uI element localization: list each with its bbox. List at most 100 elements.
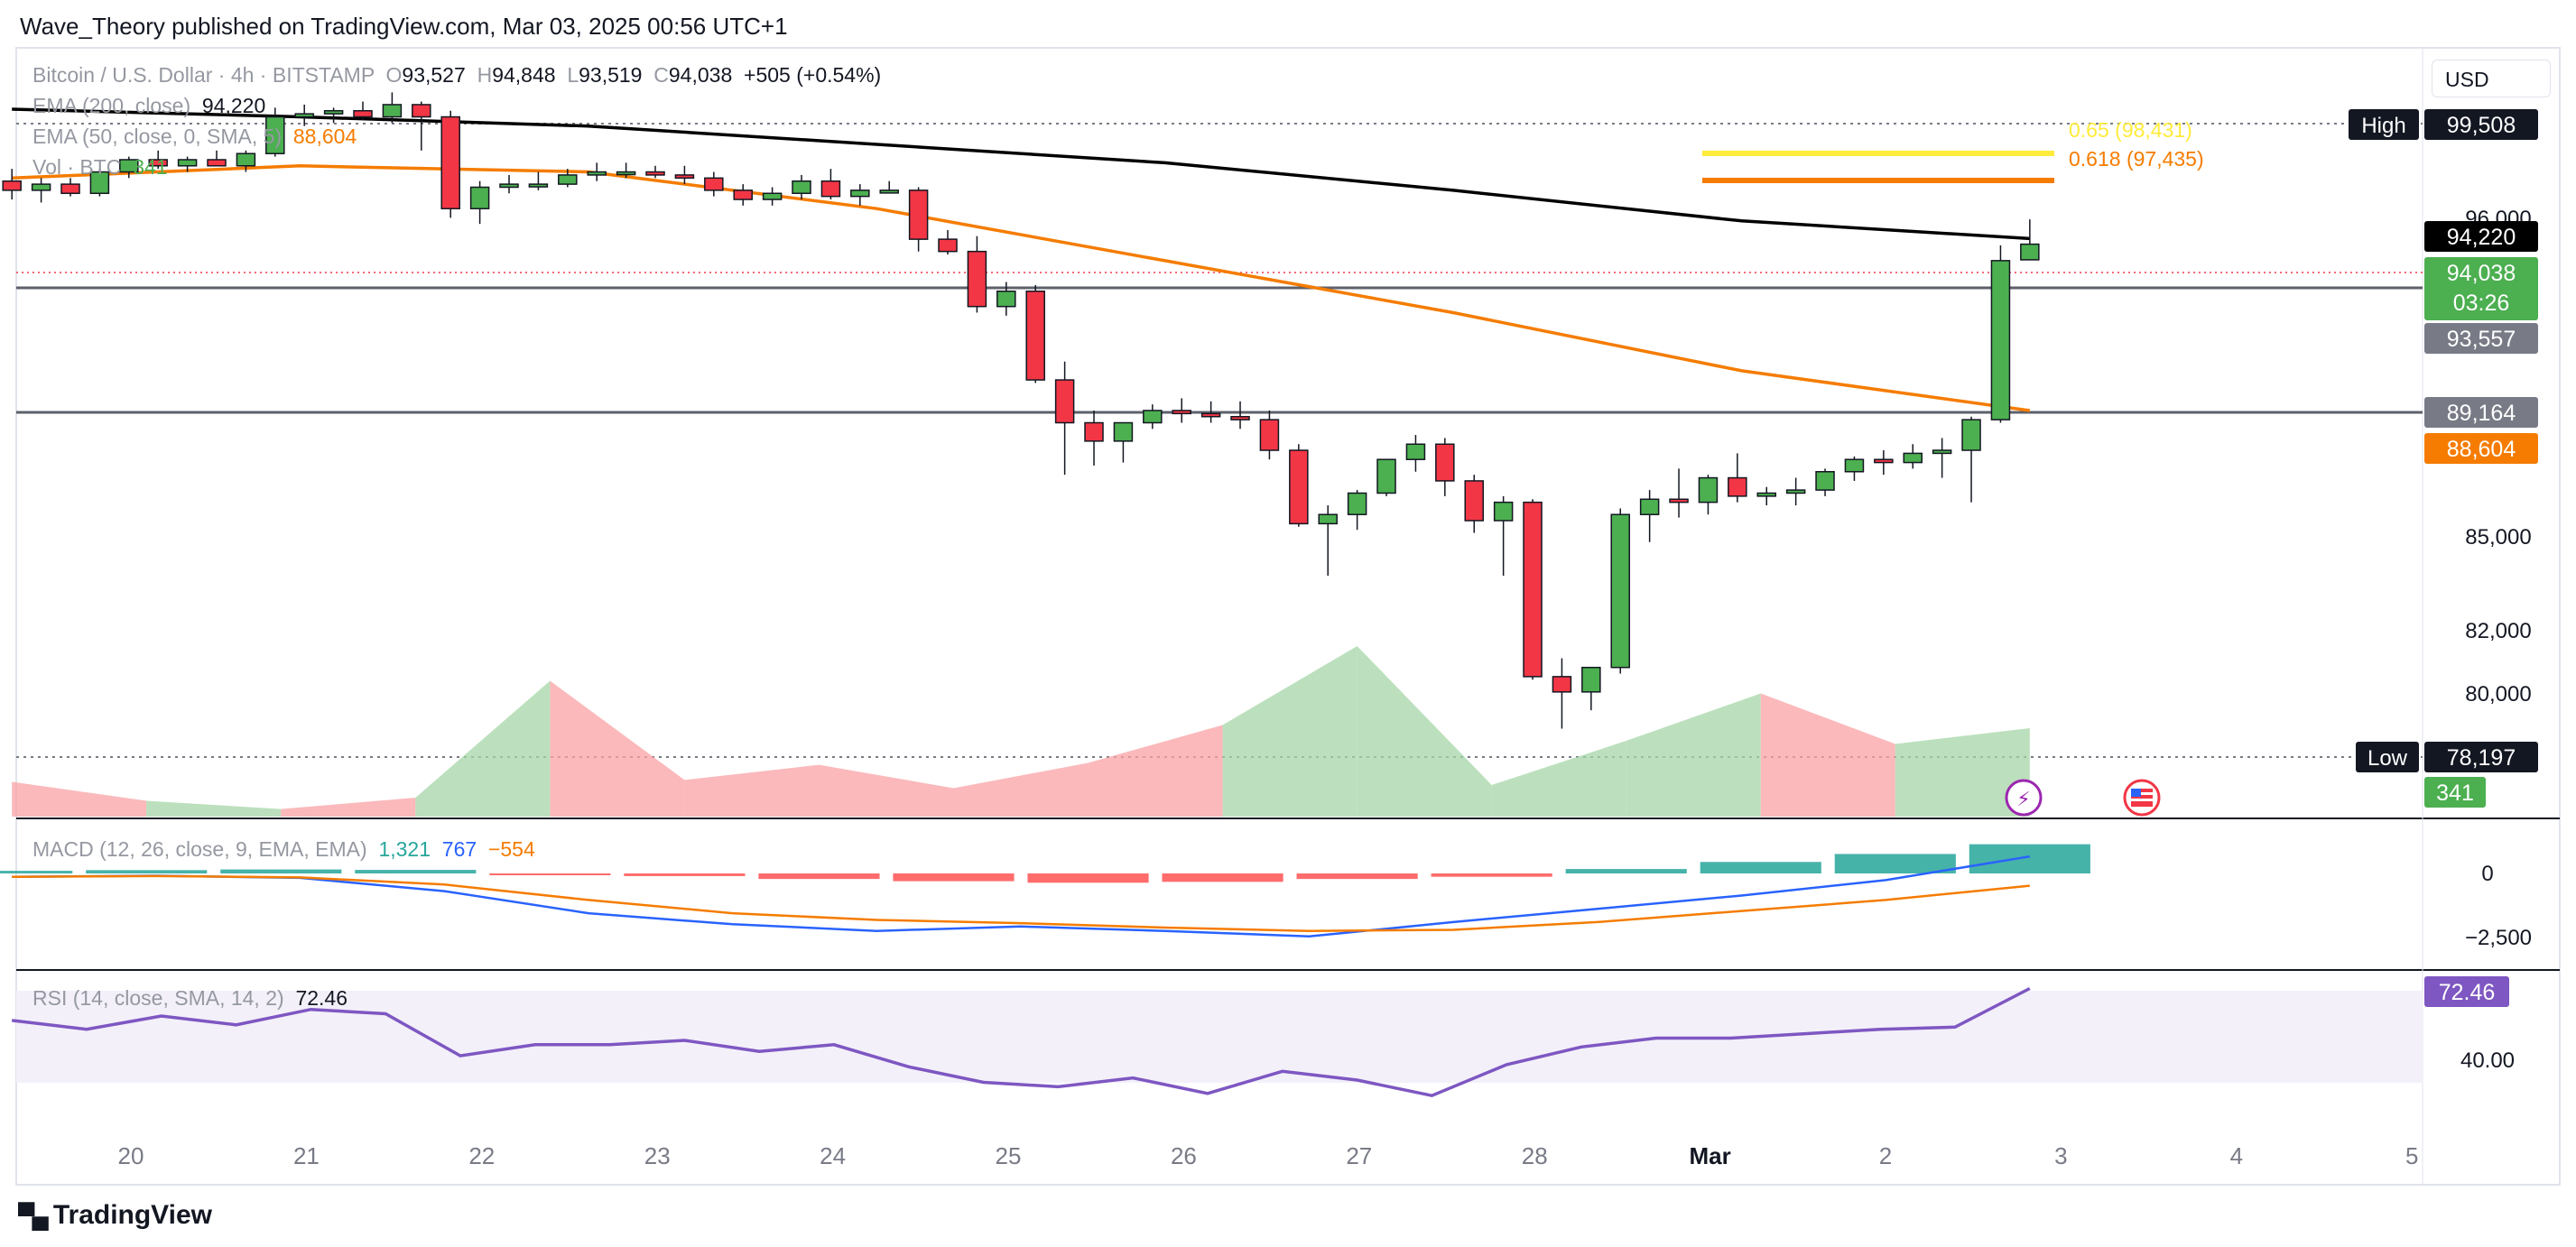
tradingview-brand: TradingView xyxy=(52,1200,213,1230)
candle-body xyxy=(31,183,51,191)
candle xyxy=(1230,401,1250,430)
svg-text:High: High xyxy=(2361,114,2405,138)
candle-body xyxy=(177,159,198,167)
volume-area-segment xyxy=(684,764,820,817)
candle xyxy=(2020,219,2040,261)
candle xyxy=(1756,486,1776,506)
candle-body xyxy=(879,189,899,194)
ema200-value: 94,220 xyxy=(201,94,266,117)
candle-body xyxy=(792,180,811,195)
time-axis-label: 27 xyxy=(1346,1142,1372,1169)
news-event-icon[interactable]: ⚡ xyxy=(2005,779,2043,817)
bar-countdown: 03:26 xyxy=(2453,291,2510,316)
time-axis-label: 28 xyxy=(1522,1142,1548,1169)
candle-body xyxy=(645,171,665,176)
candle xyxy=(645,165,665,179)
ema50-legend[interactable]: EMA (50, close, 0, SMA, 5) 88,604 xyxy=(32,125,357,149)
candle xyxy=(1932,438,1952,478)
candle-body xyxy=(674,174,695,180)
time-axis-label: 5 xyxy=(2405,1142,2418,1169)
us-flag-event-icon[interactable] xyxy=(2123,779,2161,817)
time-axis-label: 23 xyxy=(644,1142,671,1169)
candle-body xyxy=(382,104,403,118)
candle-body xyxy=(89,171,110,195)
candle-body xyxy=(762,192,783,200)
candle xyxy=(1903,444,1923,469)
volume-area-segment xyxy=(1222,646,1357,817)
level-93557-tag: 93,557 xyxy=(2424,323,2538,354)
time-axis-label: 26 xyxy=(1171,1142,1197,1169)
volume-legend[interactable]: Vol · BTC 341 xyxy=(32,155,168,180)
candle xyxy=(177,156,198,172)
candle-body xyxy=(558,174,578,185)
ema50-line xyxy=(12,164,2031,412)
time-axis[interactable]: 20 21 22 23 24 25 26 27 28 Mar 2 3 4 5 xyxy=(118,1142,2419,1169)
macd-line-value: 767 xyxy=(441,837,477,861)
candle xyxy=(1347,490,1367,531)
candle-body xyxy=(1903,452,1923,464)
volume-area-segment xyxy=(1760,693,1895,817)
svg-text:78,197: 78,197 xyxy=(2447,745,2516,771)
candle-body xyxy=(850,189,870,198)
ema200-legend[interactable]: EMA (200, close) 94,220 xyxy=(32,94,265,118)
candle-body xyxy=(440,115,460,209)
candle-body xyxy=(616,171,636,176)
candle-body xyxy=(1259,419,1280,451)
candle-body xyxy=(499,183,519,189)
candle-body xyxy=(1990,260,2011,420)
currency-button[interactable]: USD xyxy=(2432,60,2551,97)
candle-body xyxy=(412,104,431,118)
candle xyxy=(1172,398,1191,423)
high-label: H xyxy=(477,63,493,87)
candle xyxy=(31,178,51,203)
volume-area-segment xyxy=(12,781,147,817)
candle xyxy=(1435,438,1455,496)
candle-body xyxy=(1785,489,1806,494)
candle-body xyxy=(265,115,285,154)
candle-body xyxy=(733,189,753,200)
volume-area-segment xyxy=(1626,693,1761,817)
candle xyxy=(967,236,987,313)
rsi-layer xyxy=(11,986,2031,1098)
candle-body xyxy=(1230,415,1250,420)
macd-histogram-bar xyxy=(1834,854,1956,873)
candle-body xyxy=(1756,492,1776,497)
open-value: 93,527 xyxy=(402,63,466,87)
candles-layer[interactable] xyxy=(2,92,2040,729)
tradingview-logo[interactable]: ▀▄ TradingView xyxy=(18,1200,212,1231)
candle xyxy=(236,150,256,172)
candle-body xyxy=(1961,419,1981,451)
candle-body xyxy=(967,250,987,308)
candle xyxy=(996,282,1016,316)
low-label: L xyxy=(567,63,579,87)
candle-body xyxy=(1025,291,1045,381)
candle-body xyxy=(207,159,227,167)
candle-body xyxy=(1728,476,1747,497)
price-tick-80000: 80,000 xyxy=(2465,682,2531,707)
candle xyxy=(60,178,80,197)
candle xyxy=(382,92,403,124)
macd-histogram-bar xyxy=(0,871,73,873)
rsi-legend[interactable]: RSI (14, close, SMA, 14, 2) 72.46 xyxy=(32,986,347,1011)
time-axis-label: 20 xyxy=(118,1142,144,1169)
macd-histogram-bar xyxy=(1969,844,2090,873)
candle xyxy=(1728,453,1747,503)
candle xyxy=(1405,435,1426,472)
macd-legend[interactable]: MACD (12, 26, close, 9, EMA, EMA) 1,321 … xyxy=(32,837,535,862)
change-value: +505 (+0.54%) xyxy=(744,63,882,87)
candle xyxy=(704,171,724,197)
candle-body xyxy=(119,159,139,173)
close-value: 94,038 xyxy=(668,63,733,87)
svg-text:93,557: 93,557 xyxy=(2447,327,2516,352)
candle-body xyxy=(1113,421,1134,442)
time-axis-label: Mar xyxy=(1689,1142,1730,1169)
candle-body xyxy=(938,238,958,253)
candle-body xyxy=(469,186,490,209)
macd-histogram-bar xyxy=(1027,873,1149,883)
candle-body xyxy=(236,152,256,167)
candle-body xyxy=(1376,458,1396,494)
macd-layer xyxy=(0,844,2090,938)
symbol-legend[interactable]: Bitcoin / U.S. Dollar · 4h · BITSTAMP O9… xyxy=(32,63,881,88)
candle-body xyxy=(1405,443,1426,460)
